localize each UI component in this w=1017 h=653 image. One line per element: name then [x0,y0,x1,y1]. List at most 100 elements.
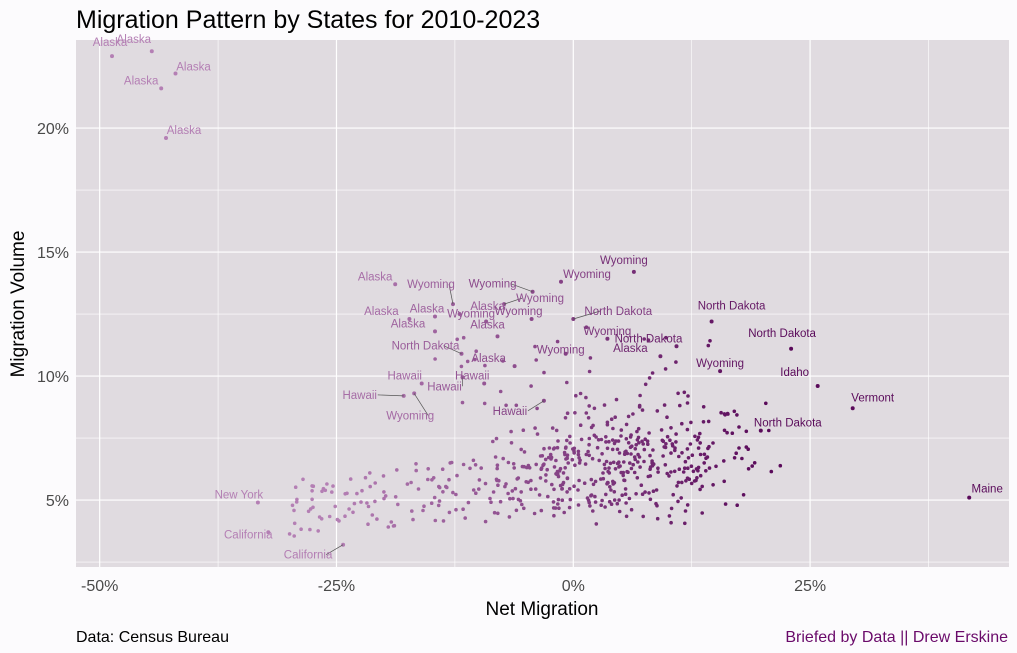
data-point [608,485,612,489]
data-point [491,490,496,494]
data-point [521,428,526,433]
data-point [471,458,476,463]
data-point [441,490,445,494]
labeled-point [758,428,763,433]
data-point [650,371,655,375]
data-point [352,501,357,506]
data-point [682,466,687,471]
data-point [509,441,514,445]
data-point [608,461,613,466]
data-point [674,432,678,436]
labeled-point [266,530,271,535]
data-point [563,466,567,470]
data-point [700,511,704,515]
data-point [629,452,633,456]
labeled-point [563,351,568,356]
data-point [414,468,419,473]
data-point [437,485,442,490]
data-point [597,458,601,463]
data-point [651,462,656,467]
data-point [683,459,688,464]
data-point [636,426,641,431]
data-point [576,488,580,492]
data-point [735,413,739,417]
data-point [355,491,359,496]
data-point [636,460,640,464]
point-label: Alaska [167,125,202,137]
data-point [613,467,618,471]
data-point [538,476,543,480]
data-point [325,482,329,486]
data-point [643,437,647,442]
data-point [664,442,668,446]
data-point [624,449,628,454]
data-point [622,478,626,483]
data-point [734,451,738,456]
data-point [492,510,497,515]
data-point [507,515,512,519]
data-point [556,439,560,443]
data-point [648,467,652,472]
data-point [601,476,606,481]
data-point [615,461,620,466]
data-point [539,466,544,470]
data-point [708,339,712,343]
data-point [740,456,744,461]
data-point [704,469,708,473]
data-point [687,477,692,482]
data-point [623,492,628,497]
data-point [405,482,410,486]
data-point [552,465,557,469]
data-point [587,369,592,374]
data-point [698,452,703,457]
data-point [605,446,610,451]
data-point [495,466,500,471]
data-point [707,466,712,470]
data-point [534,358,538,362]
label-leader [443,345,462,355]
data-point [529,478,533,483]
data-point [737,446,741,450]
label-leader [377,394,404,397]
data-point [588,356,593,360]
data-point [647,431,651,435]
data-point [513,486,518,491]
point-label: Wyoming [516,293,564,305]
data-point [646,442,650,447]
data-point [711,441,715,445]
data-point [541,463,545,468]
data-point [466,500,471,505]
data-point [600,452,604,456]
data-point [605,480,610,485]
labeled-point [605,336,610,341]
data-point [694,478,698,483]
data-point [587,404,591,408]
data-point [577,478,581,483]
data-point [295,497,299,502]
data-point [627,496,632,501]
data-point [732,409,737,414]
data-point [624,514,629,519]
grid-lines [76,40,1009,567]
data-point [732,456,737,460]
data-point [410,509,414,513]
data-point [465,359,470,364]
data-point [576,452,581,457]
data-point [678,403,682,408]
data-point [321,486,326,491]
data-point [623,487,628,491]
data-point [628,461,632,465]
data-point [589,477,594,482]
data-point [512,466,516,470]
data-point [482,401,487,406]
data-point [348,477,353,481]
data-point [572,446,577,451]
data-point [685,447,690,451]
data-point [437,499,442,503]
data-point [646,338,651,342]
data-point [527,466,532,470]
point-label: Wyoming [583,326,631,338]
data-point [432,495,437,500]
data-point [301,477,305,482]
data-point [669,470,673,474]
